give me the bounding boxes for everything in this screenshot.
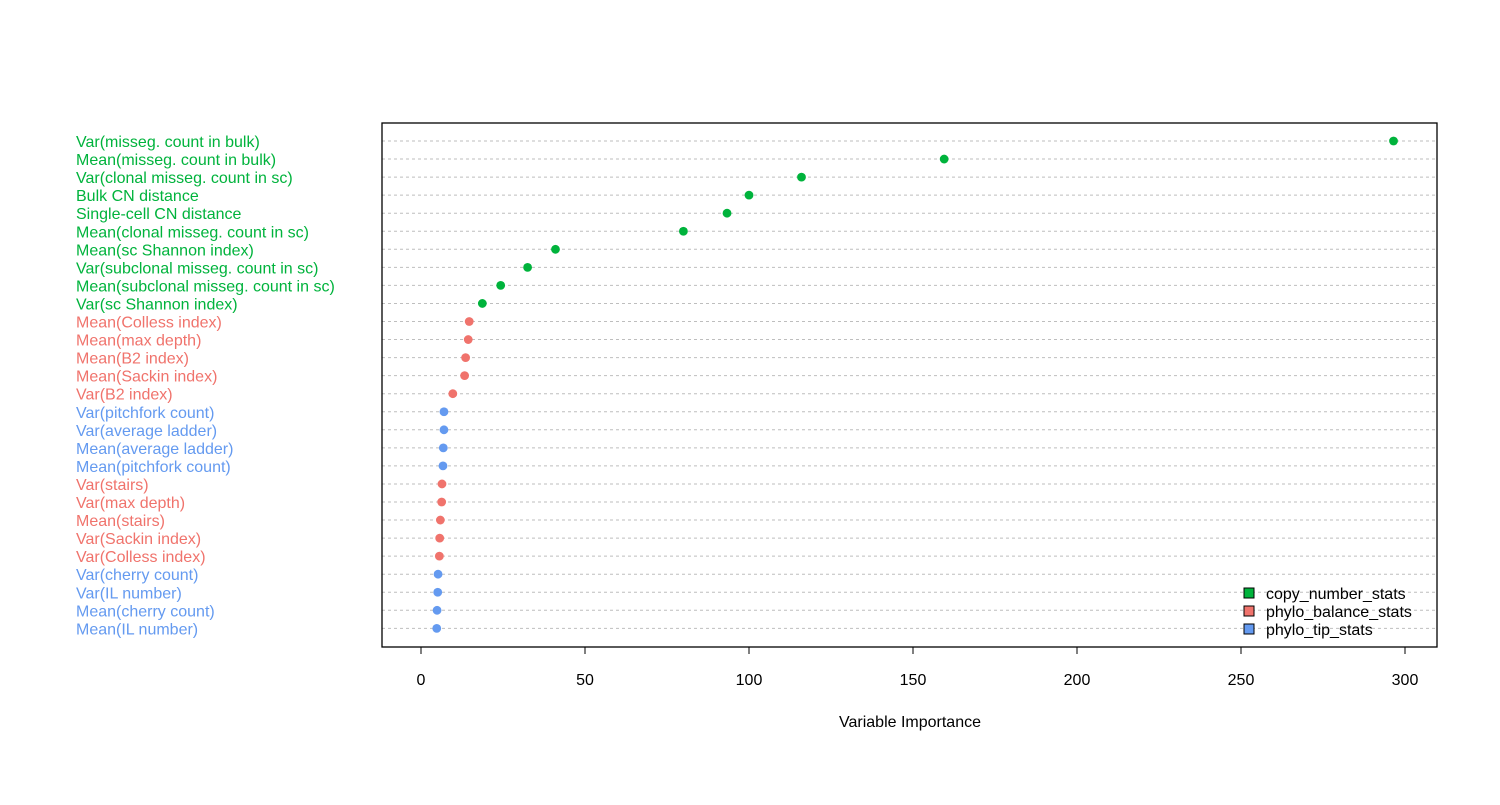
y-axis-label: Var(cherry count): [76, 567, 198, 584]
data-point: [435, 533, 445, 543]
y-axis-label: Mean(subclonal misseg. count in sc): [76, 278, 335, 295]
y-axis-label: Mean(Colless index): [76, 315, 222, 332]
legend-label: copy_number_stats: [1266, 586, 1406, 603]
data-point: [435, 515, 445, 525]
gridlines: [382, 140, 1437, 629]
x-tick-label: 0: [417, 672, 426, 689]
y-axis-label: Mean(IL number): [76, 621, 198, 638]
y-axis-label: Mean(Sackin index): [76, 369, 217, 386]
data-point: [464, 317, 474, 326]
legend-label: phylo_tip_stats: [1266, 622, 1373, 639]
data-points: [432, 136, 1398, 633]
plot-frame: [381, 122, 1438, 648]
y-axis-label: Var(Sackin index): [76, 531, 201, 548]
y-axis-label: Var(clonal misseg. count in sc): [76, 170, 293, 187]
legend: copy_number_statsphylo_balance_statsphyl…: [1243, 586, 1412, 639]
data-point: [477, 299, 487, 308]
x-tick-label: 300: [1392, 672, 1419, 689]
data-point: [437, 497, 447, 507]
y-axis-label: Var(average ladder): [76, 423, 217, 440]
y-axis-label: Mean(B2 index): [76, 351, 189, 368]
data-point: [432, 605, 442, 615]
data-point: [433, 569, 443, 579]
y-axis-label: Var(misseg. count in bulk): [76, 134, 260, 151]
data-point: [439, 425, 449, 435]
y-axis-label: Mean(average ladder): [76, 441, 233, 458]
y-axis-label: Var(max depth): [76, 495, 185, 512]
y-axis-label: Mean(max depth): [76, 333, 201, 350]
x-tick-label: 100: [736, 672, 763, 689]
data-point: [460, 371, 470, 381]
y-axis-label: Var(subclonal misseg. count in sc): [76, 260, 318, 277]
y-axis-label: Mean(misseg. count in bulk): [76, 152, 276, 169]
data-point: [679, 226, 688, 236]
legend-swatch: [1243, 605, 1255, 617]
data-point: [722, 208, 732, 218]
data-point: [439, 407, 449, 417]
legend-swatch: [1243, 587, 1255, 599]
x-tick-label: 150: [900, 672, 927, 689]
y-axis-label: Mean(pitchfork count): [76, 459, 231, 476]
data-point: [433, 587, 443, 597]
data-point: [437, 479, 447, 489]
x-axis-title: Variable Importance: [839, 714, 981, 731]
y-axis-label: Var(sc Shannon index): [76, 296, 238, 313]
legend-label: phylo_balance_stats: [1266, 604, 1412, 621]
data-point: [939, 154, 949, 164]
data-point: [432, 623, 442, 633]
y-axis-label: Bulk CN distance: [76, 188, 199, 205]
y-axis-label: Mean(sc Shannon index): [76, 242, 254, 259]
data-point: [797, 172, 806, 182]
data-point: [463, 335, 473, 344]
data-point: [461, 353, 471, 362]
legend-swatch: [1243, 623, 1255, 635]
data-point: [496, 281, 506, 290]
data-point: [523, 262, 532, 272]
y-axis-label: Var(IL number): [76, 585, 182, 602]
y-axis-label: Mean(cherry count): [76, 603, 215, 620]
y-axis-label: Mean(clonal misseg. count in sc): [76, 224, 309, 241]
x-axis: 0 50 100 150 200 250 300: [417, 646, 1419, 689]
data-point: [438, 461, 448, 471]
y-axis-label: Var(B2 index): [76, 387, 173, 404]
x-tick-label: 250: [1228, 672, 1255, 689]
y-axis-label: Var(pitchfork count): [76, 405, 214, 422]
data-point: [551, 244, 560, 254]
y-axis-label: Mean(stairs): [76, 513, 165, 530]
x-tick-label: 50: [576, 672, 594, 689]
y-axis-labels: Var(misseg. count in bulk)Mean(misseg. c…: [76, 134, 335, 638]
y-axis-label: Var(Colless index): [76, 549, 206, 566]
x-tick-label: 200: [1064, 672, 1091, 689]
data-point: [438, 443, 448, 453]
y-axis-label: Single-cell CN distance: [76, 206, 242, 223]
y-axis-label: Var(stairs): [76, 477, 149, 494]
data-point: [434, 551, 444, 561]
data-point: [448, 389, 458, 399]
data-point: [744, 190, 754, 200]
data-point: [1389, 136, 1398, 146]
